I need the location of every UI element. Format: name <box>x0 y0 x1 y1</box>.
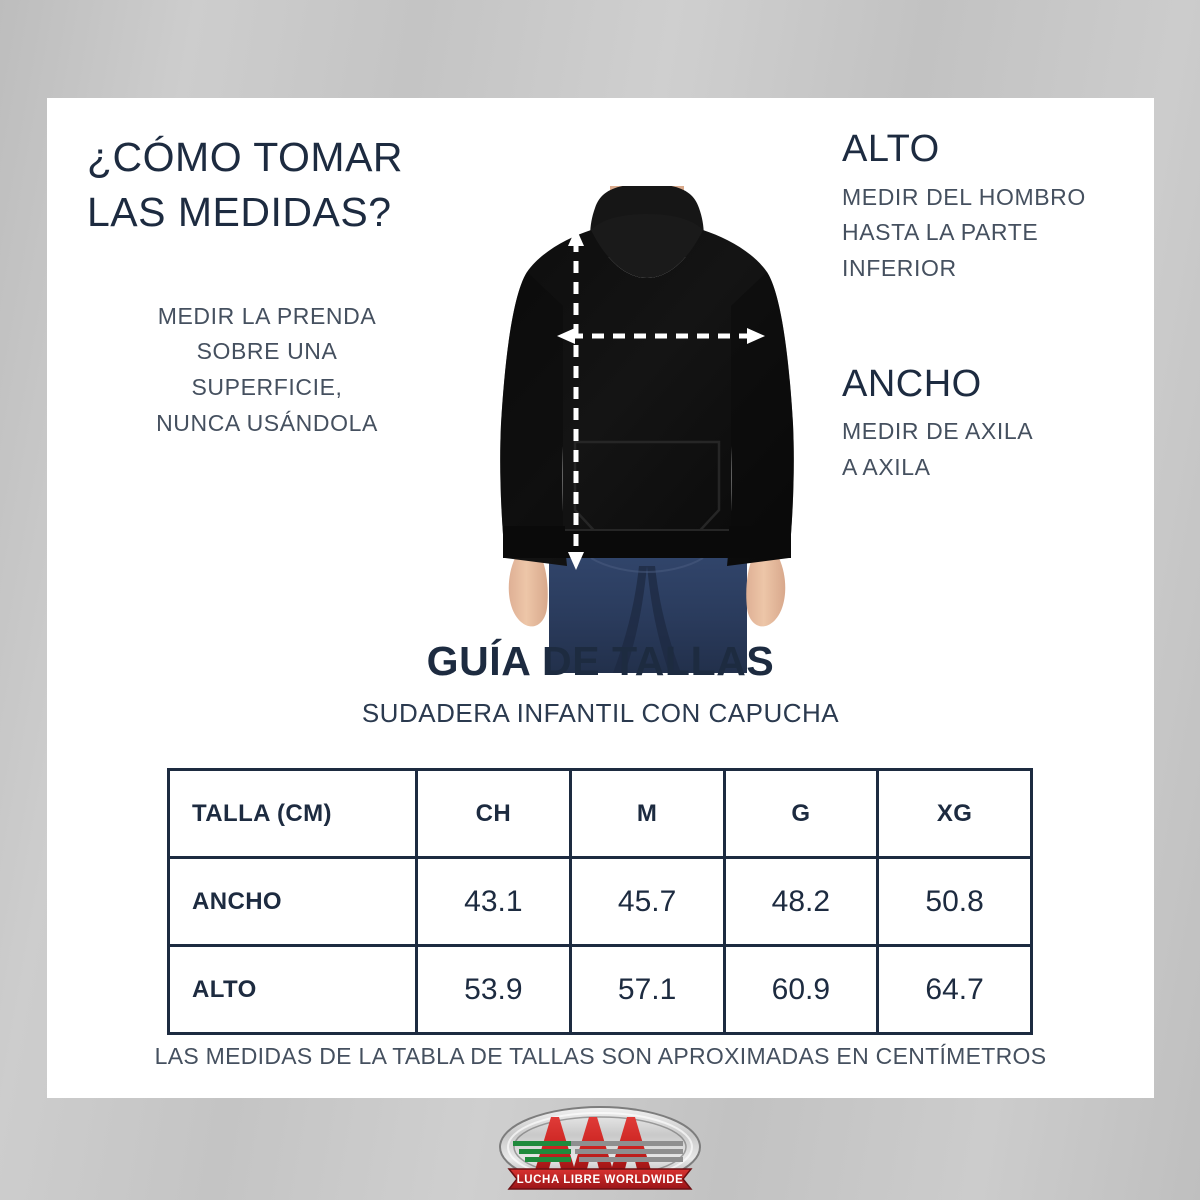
alto-xg-value: 64.7 <box>876 944 1033 1035</box>
table-corner-header: TALLA (CM) <box>167 768 418 859</box>
denim-jeans <box>549 554 747 673</box>
alto-m-value: 57.1 <box>568 944 726 1035</box>
ancho-xg-value: 50.8 <box>876 856 1033 947</box>
ancho-legend: ANCHO MEDIR DE AXILA A AXILA <box>842 363 1142 486</box>
headline-line-2: LAS MEDIDAS? <box>87 189 392 236</box>
size-guide-card: ¿CÓMO TOMAR LAS MEDIDAS? MEDIR LA PRENDA… <box>47 98 1154 1098</box>
column-header-m: M <box>568 768 726 859</box>
measure-instructions: MEDIR LA PRENDA SOBRE UNA SUPERFICIE, NU… <box>67 299 467 442</box>
headline-line-1: ¿CÓMO TOMAR <box>87 134 404 180</box>
row-label-alto: ALTO <box>167 944 418 1035</box>
alto-desc-line-3: INFERIOR <box>842 254 957 281</box>
ancho-ch-value: 43.1 <box>415 856 572 947</box>
size-table: TALLA (CM) CH M G XG ANCHO 43.1 45.7 48.… <box>167 768 1033 1035</box>
alto-desc-line-1: MEDIR DEL HOMBRO <box>842 183 1086 210</box>
alto-title: ALTO <box>842 128 940 170</box>
size-guide-title: GUÍA DE TALLAS <box>426 638 775 684</box>
ancho-desc-line-1: MEDIR DE AXILA <box>842 418 1034 445</box>
column-header-xg: XG <box>876 768 1033 859</box>
ancho-description: MEDIR DE AXILA A AXILA <box>842 414 1142 485</box>
logo-banner: LUCHA LIBRE WORLDWIDE <box>507 1168 693 1190</box>
ancho-m-value: 45.7 <box>568 856 726 947</box>
how-to-measure-section: ¿CÓMO TOMAR LAS MEDIDAS? MEDIR LA PRENDA… <box>67 130 467 441</box>
aaa-lucha-libre-logo: LUCHA LIBRE WORLDWIDE <box>475 1103 725 1195</box>
ancho-measure-arrow <box>557 328 765 344</box>
instruction-line-3: SUPERFICIE, <box>191 373 343 400</box>
page-title: ¿CÓMO TOMAR LAS MEDIDAS? <box>67 130 467 241</box>
table-header-row: TALLA (CM) CH M G XG <box>167 768 1033 859</box>
model-hands <box>508 556 786 627</box>
measurement-legend: ALTO MEDIR DEL HOMBRO HASTA LA PARTE INF… <box>842 128 1142 562</box>
logo-speed-stripes <box>513 1141 683 1162</box>
table-row: ALTO 53.9 57.1 60.9 64.7 <box>167 944 1033 1035</box>
ancho-title: ANCHO <box>842 362 982 405</box>
column-header-g: G <box>722 768 880 859</box>
ancho-g-value: 48.2 <box>722 856 880 947</box>
alto-measure-arrow <box>568 228 584 570</box>
alto-desc-line-2: HASTA LA PARTE <box>842 219 1039 246</box>
instruction-line-4: NUNCA USÁNDOLA <box>156 409 378 436</box>
ancho-desc-line-2: A AXILA <box>842 453 931 480</box>
alto-ch-value: 53.9 <box>415 944 572 1035</box>
alto-legend: ALTO MEDIR DEL HOMBRO HASTA LA PARTE INF… <box>842 128 1142 287</box>
table-row: ANCHO 43.1 45.7 48.2 50.8 <box>167 856 1033 947</box>
instruction-line-1: MEDIR LA PRENDA <box>157 302 377 329</box>
logo-banner-text: LUCHA LIBRE WORLDWIDE <box>517 1174 684 1186</box>
alto-description: MEDIR DEL HOMBRO HASTA LA PARTE INFERIOR <box>842 180 1142 287</box>
size-guide-subtitle: SUDADERA INFANTIL CON CAPUCHA <box>361 698 840 728</box>
row-label-ancho: ANCHO <box>167 856 418 947</box>
table-footnote: LAS MEDIDAS DE LA TABLA DE TALLAS SON AP… <box>154 1043 1047 1069</box>
alto-g-value: 60.9 <box>722 944 880 1035</box>
column-header-ch: CH <box>415 768 572 859</box>
instruction-line-2: SOBRE UNA <box>196 338 338 365</box>
hoodie-photo <box>471 186 823 673</box>
